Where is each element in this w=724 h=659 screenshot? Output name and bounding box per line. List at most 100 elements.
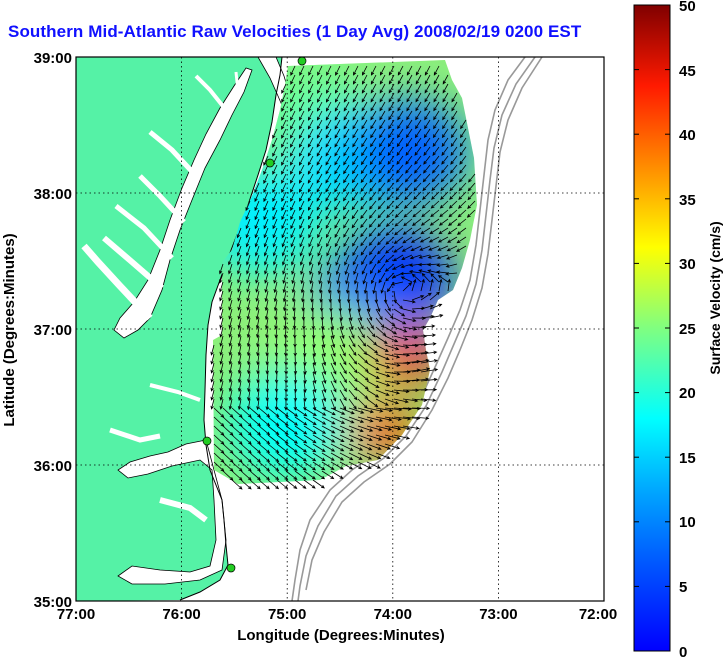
- radar-site-marker: [297, 57, 307, 66]
- velocity-arrow: [272, 209, 278, 221]
- velocity-arrow: [281, 191, 287, 203]
- velocity-arrow: [360, 164, 368, 175]
- velocity-arrow: [393, 398, 409, 404]
- velocity-arrow: [210, 398, 215, 410]
- velocity-arrow: [330, 371, 337, 384]
- velocity-arrow: [433, 101, 440, 112]
- velocity-arrow: [424, 101, 431, 112]
- velocity-arrow: [397, 92, 404, 103]
- velocity-arrow: [339, 344, 346, 357]
- velocity-arrow: [292, 308, 296, 321]
- velocity-arrow: [375, 353, 390, 360]
- velocity-arrow: [369, 146, 377, 157]
- velocity-arrow: [334, 128, 341, 139]
- velocity-arrow: [310, 290, 314, 303]
- velocity-arrow: [343, 164, 350, 175]
- velocity-arrow: [263, 155, 269, 166]
- velocity-arrow: [334, 101, 341, 112]
- velocity-arrow: [254, 191, 260, 203]
- velocity-arrow: [361, 74, 368, 85]
- velocity-arrow: [231, 434, 243, 445]
- velocity-arrow: [219, 308, 224, 320]
- velocity-arrow: [348, 407, 365, 414]
- velocity-arrow: [360, 191, 368, 202]
- velocity-arrow: [393, 299, 404, 310]
- velocity-arrow: [330, 344, 336, 357]
- velocity-arrow: [219, 290, 224, 302]
- velocity-arrow: [263, 182, 269, 194]
- velocity-arrow: [446, 254, 458, 260]
- velocity-arrow: [299, 209, 305, 221]
- velocity-arrow: [307, 119, 314, 130]
- velocity-arrow: [219, 317, 224, 329]
- velocity-arrow: [247, 380, 251, 393]
- velocity-arrow: [321, 443, 336, 452]
- velocity-arrow: [325, 92, 332, 103]
- velocity-arrow: [308, 254, 314, 266]
- velocity-arrow: [247, 389, 251, 402]
- velocity-arrow: [361, 101, 368, 112]
- velocity-arrow: [283, 335, 288, 348]
- velocity-arrow: [406, 65, 413, 76]
- velocity-arrow: [352, 146, 359, 157]
- velocity-arrow: [273, 281, 278, 294]
- velocity-arrow: [366, 326, 376, 338]
- velocity-arrow: [343, 92, 350, 103]
- velocity-arrow: [249, 461, 261, 472]
- velocity-arrow: [442, 83, 449, 94]
- velocity-arrow: [228, 299, 233, 311]
- velocity-arrow: [237, 371, 242, 384]
- velocity-arrow: [228, 308, 233, 320]
- velocity-arrow: [316, 119, 323, 130]
- velocity-arrow: [394, 227, 404, 236]
- velocity-arrow: [272, 191, 278, 203]
- velocity-arrow: [368, 209, 377, 219]
- velocity-arrow: [302, 335, 307, 348]
- velocity-arrow: [303, 407, 317, 416]
- velocity-arrow: [237, 281, 242, 293]
- velocity-arrow: [352, 236, 359, 247]
- velocity-arrow: [249, 407, 262, 418]
- velocity-arrow: [246, 254, 251, 266]
- velocity-arrow: [343, 200, 350, 211]
- velocity-arrow: [375, 380, 391, 387]
- velocity-arrow: [384, 344, 400, 351]
- velocity-arrow: [339, 335, 346, 348]
- velocity-arrow: [339, 425, 355, 433]
- velocity-arrow: [438, 218, 449, 226]
- velocity-arrow: [237, 362, 242, 375]
- velocity-arrow: [292, 299, 296, 312]
- velocity-arrow: [429, 218, 440, 226]
- velocity-arrow: [282, 281, 287, 294]
- velocity-arrow: [312, 353, 317, 366]
- velocity-arrow: [281, 137, 287, 148]
- velocity-arrow: [308, 245, 314, 257]
- velocity-arrow: [294, 416, 308, 426]
- velocity-arrow: [222, 443, 234, 454]
- velocity-arrow: [237, 344, 242, 357]
- velocity-arrow: [371, 272, 377, 285]
- velocity-arrow: [316, 128, 323, 139]
- velocity-arrow: [411, 278, 417, 292]
- velocity-arrow: [438, 227, 449, 235]
- velocity-arrow: [285, 425, 298, 435]
- velocity-arrow: [272, 164, 278, 175]
- velocity-arrow: [438, 278, 443, 292]
- velocity-arrow: [330, 452, 345, 461]
- velocity-arrow: [334, 236, 341, 248]
- velocity-arrow: [348, 452, 363, 460]
- velocity-arrow: [281, 110, 287, 121]
- velocity-arrow: [342, 191, 350, 202]
- velocity-arrow: [335, 254, 341, 266]
- velocity-arrow: [348, 371, 358, 383]
- velocity-arrow: [366, 317, 374, 330]
- velocity-arrow: [420, 227, 431, 235]
- velocity-arrow: [303, 470, 316, 480]
- velocity-arrow: [285, 470, 298, 480]
- velocity-arrow: [411, 406, 431, 411]
- velocity-arrow: [237, 290, 242, 302]
- velocity-arrow: [247, 353, 251, 366]
- velocity-arrow: [456, 227, 467, 235]
- velocity-arrow: [290, 218, 296, 230]
- velocity-arrow: [240, 425, 252, 436]
